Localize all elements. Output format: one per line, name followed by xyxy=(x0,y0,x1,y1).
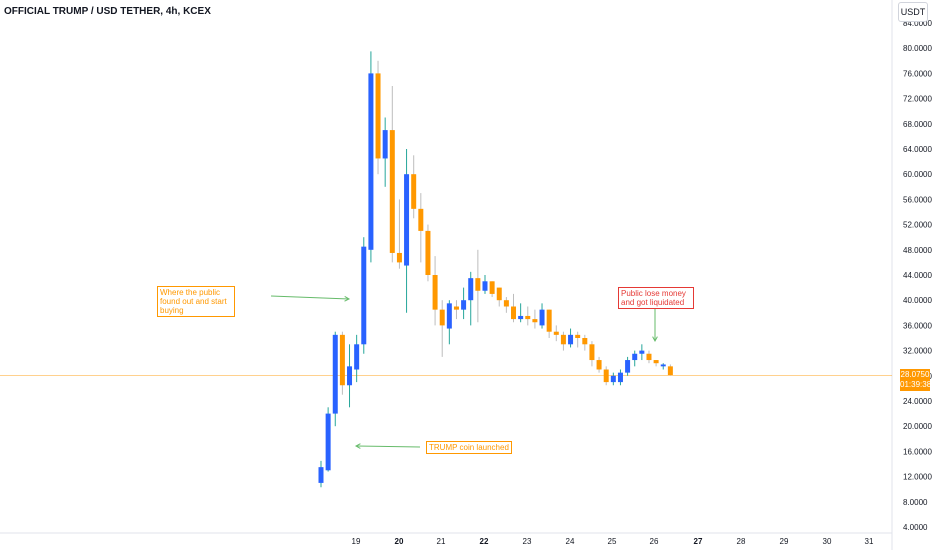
candle-body xyxy=(546,309,552,332)
candle-body xyxy=(653,360,659,364)
annotation-public-found[interactable]: Where the public found out and start buy… xyxy=(157,286,235,317)
candle-body xyxy=(432,275,438,310)
last-price-value: 28.0750 xyxy=(900,370,930,379)
y-tick-label: 52.0000 xyxy=(903,221,932,230)
y-tick-label: 72.0000 xyxy=(903,95,932,104)
candle-body xyxy=(632,353,638,361)
candle-body xyxy=(318,467,324,483)
y-tick-label: 36.0000 xyxy=(903,321,932,330)
candle-body xyxy=(596,360,602,370)
y-tick-label: 44.0000 xyxy=(903,271,932,280)
y-tick-label: 48.0000 xyxy=(903,246,932,255)
candle-body xyxy=(589,344,595,361)
candle-body xyxy=(539,309,545,326)
y-tick-label: 4.0000 xyxy=(903,523,928,532)
y-tick-label: 12.0000 xyxy=(903,473,932,482)
x-tick-label: 20 xyxy=(395,537,404,546)
candle-body xyxy=(382,130,388,159)
candle-body xyxy=(582,338,588,345)
currency-button[interactable]: USDT xyxy=(898,2,928,22)
candle-body xyxy=(439,309,445,326)
x-tick-label: 30 xyxy=(823,537,832,546)
candle-body xyxy=(418,208,424,231)
candle-body xyxy=(560,334,566,345)
candle-body xyxy=(339,334,345,386)
candle-body xyxy=(511,306,517,320)
x-tick-label: 26 xyxy=(650,537,659,546)
candle-body xyxy=(617,372,623,383)
candle-body xyxy=(461,300,467,310)
x-tick-label: 22 xyxy=(480,537,489,546)
candle-body xyxy=(496,287,502,301)
x-tick-label: 31 xyxy=(865,537,874,546)
candle-body xyxy=(525,315,531,320)
candle-body xyxy=(660,364,666,367)
candle-body xyxy=(468,278,474,301)
y-tick-label: 68.0000 xyxy=(903,120,932,129)
candle-body xyxy=(404,174,410,266)
y-tick-label: 32.0000 xyxy=(903,347,932,356)
arrow-public-found xyxy=(270,295,350,300)
candle-body xyxy=(610,375,616,383)
candle-body xyxy=(489,281,495,294)
candle-body xyxy=(475,278,481,291)
y-tick-label: 8.0000 xyxy=(903,498,928,507)
x-tick-label: 29 xyxy=(780,537,789,546)
candle-body xyxy=(375,73,381,159)
annotation-coin-launched[interactable]: TRUMP coin launched xyxy=(426,441,512,454)
y-tick-label: 76.0000 xyxy=(903,69,932,78)
candle-body xyxy=(396,252,402,263)
y-tick-label: 84.0000 xyxy=(903,19,932,28)
x-tick-label: 27 xyxy=(694,537,703,546)
x-tick-label: 19 xyxy=(352,537,361,546)
candle-body xyxy=(354,344,360,370)
arrow-coin-launched xyxy=(355,445,421,448)
candle-body xyxy=(325,413,331,471)
candle-body xyxy=(625,360,631,373)
y-tick-label: 60.0000 xyxy=(903,170,932,179)
x-tick-label: 25 xyxy=(608,537,617,546)
candle-body xyxy=(347,366,353,386)
candle-body xyxy=(361,246,367,345)
chart-title: OFFICIAL TRUMP / USD TETHER, 4h, KCEX xyxy=(4,6,211,17)
last-price-tag: 28.0750 01:39:38 xyxy=(900,369,932,391)
candle-body xyxy=(639,350,645,354)
candle-body xyxy=(368,73,374,250)
candle-body xyxy=(332,334,338,414)
y-tick-label: 20.0000 xyxy=(903,422,932,431)
x-tick-label: 21 xyxy=(437,537,446,546)
y-tick-label: 64.0000 xyxy=(903,145,932,154)
candle-body xyxy=(603,369,609,383)
candle-body xyxy=(453,306,459,310)
candle-body xyxy=(446,303,452,329)
y-tick-label: 56.0000 xyxy=(903,195,932,204)
arrow-public-found-head xyxy=(344,296,351,302)
y-tick-label: 24.0000 xyxy=(903,397,932,406)
candle-body xyxy=(482,281,488,291)
candle-body xyxy=(411,174,417,209)
candle-body xyxy=(568,334,574,345)
candle-body xyxy=(667,366,673,376)
candle-body xyxy=(575,334,581,338)
annotation-liquidated[interactable]: Public lose money and got liquidated xyxy=(618,287,694,309)
candle-body xyxy=(425,230,431,275)
candle-body xyxy=(553,331,559,335)
candle-body xyxy=(503,300,509,307)
arrow-liquidated-head xyxy=(652,336,658,343)
y-tick-label: 40.0000 xyxy=(903,296,932,305)
x-tick-label: 24 xyxy=(566,537,575,546)
arrow-coin-launched-head xyxy=(354,443,361,449)
x-tick-label: 23 xyxy=(523,537,532,546)
candle-body xyxy=(518,315,524,320)
y-tick-label: 80.0000 xyxy=(903,44,932,53)
candle-body xyxy=(646,353,652,361)
countdown-timer: 01:39:38 xyxy=(900,380,932,389)
x-tick-label: 28 xyxy=(737,537,746,546)
candle-body xyxy=(389,130,395,253)
y-tick-label: 16.0000 xyxy=(903,447,932,456)
candle-body xyxy=(532,319,538,323)
